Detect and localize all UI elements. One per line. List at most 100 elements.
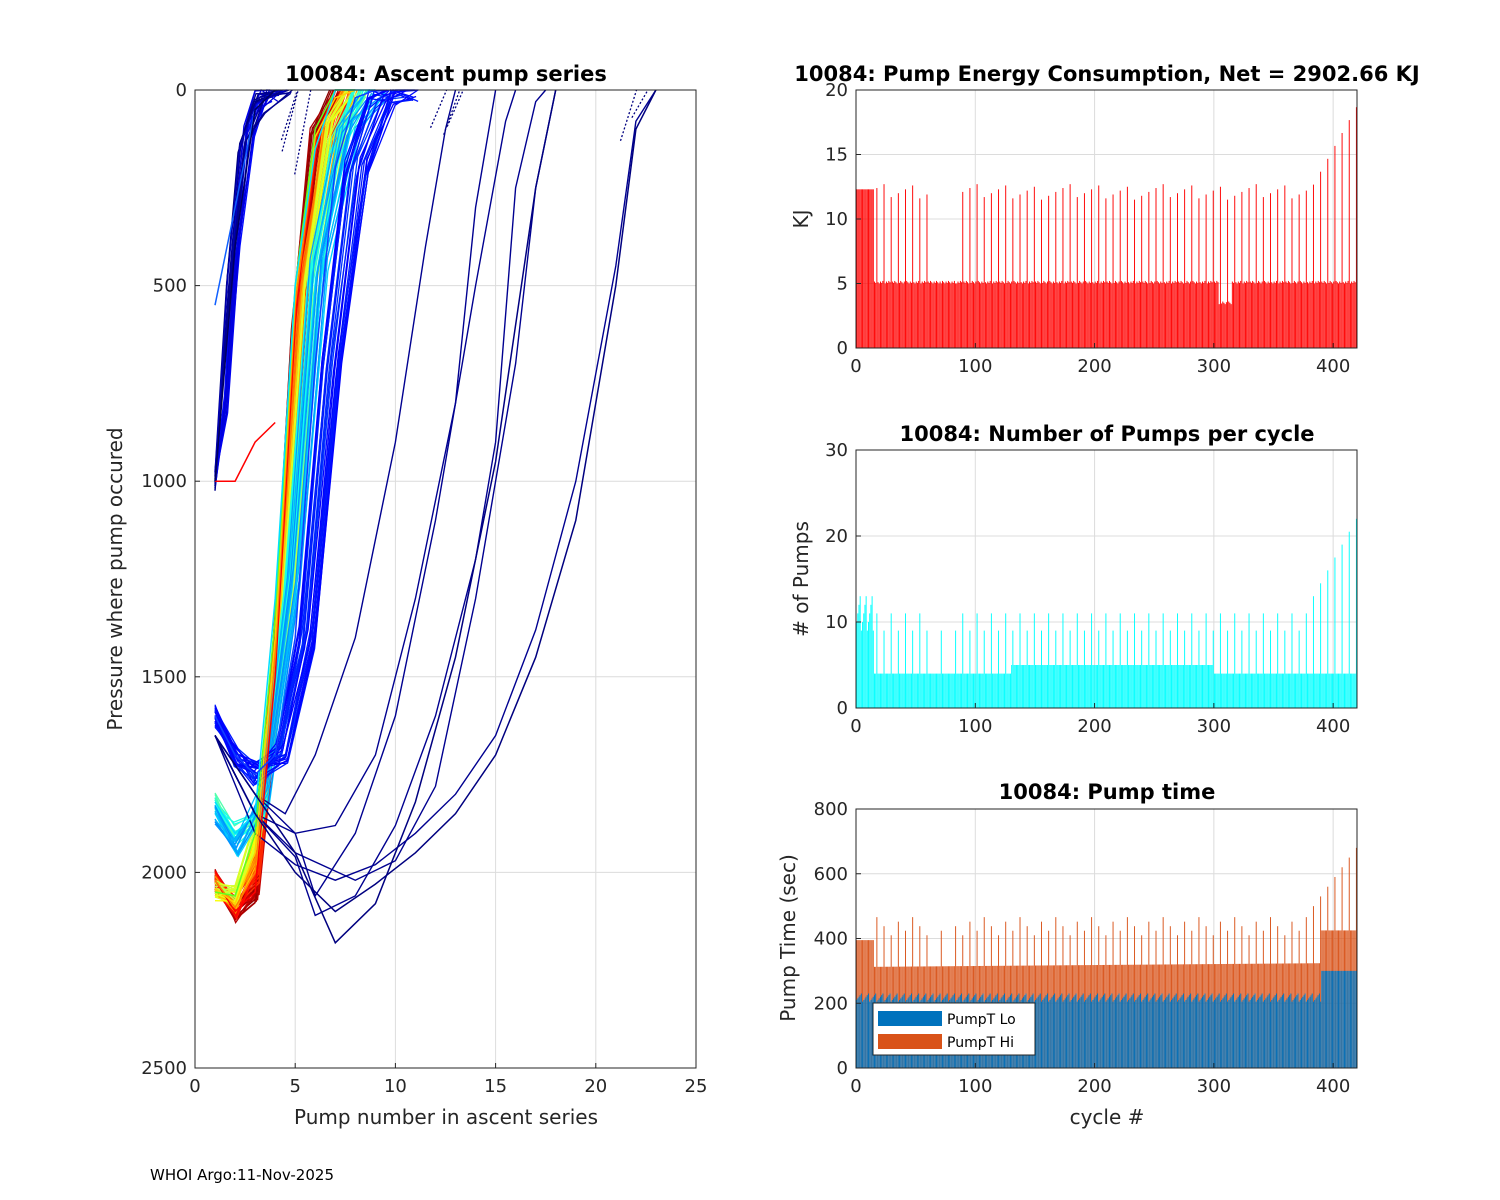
bar-pump-time-lo (1286, 998, 1288, 1068)
bar-energy (1030, 282, 1032, 348)
bar-pumps (933, 673, 935, 708)
bar-pump-time-lo (1317, 995, 1319, 1068)
bar-pumps (1066, 665, 1068, 708)
bar-energy (952, 282, 954, 348)
bar-energy (1118, 281, 1120, 348)
bar-pumps (1273, 673, 1275, 708)
bar-pump-time-lo (1043, 998, 1045, 1068)
bar-pumps (932, 673, 934, 708)
bar-pump-time-lo (868, 993, 869, 1068)
bar-pumps (912, 630, 914, 708)
bar-pumps (1130, 665, 1132, 708)
bar-pump-time-lo (1088, 995, 1090, 1068)
bar-pumps (1250, 673, 1252, 708)
bar-pumps (1240, 673, 1242, 708)
bar-pump-time-lo (1067, 995, 1069, 1068)
bar-energy (1194, 283, 1196, 348)
bar-pumps (1085, 665, 1087, 708)
bar-pumps (986, 673, 988, 708)
bar-pump-time-lo (1285, 1000, 1287, 1068)
bar-energy (940, 283, 942, 348)
bar-energy (918, 280, 920, 348)
bar-pump-time-lo (1178, 1000, 1180, 1068)
bar-energy (983, 197, 985, 348)
x-tick-label: 20 (584, 1076, 607, 1097)
bar-pumps (1123, 665, 1125, 708)
bar-energy (950, 283, 952, 348)
bar-pump-time-hi (876, 917, 878, 1068)
bar-pump-time-hi (1348, 857, 1350, 1068)
bar-pump-time-lo (1292, 1000, 1294, 1068)
bar-pumps (945, 673, 947, 708)
bar-pump-time-lo (1124, 995, 1126, 1068)
bar-energy (1051, 283, 1053, 348)
bar-pumps (872, 630, 874, 708)
bar-pump-time-lo (1223, 996, 1225, 1068)
y-tick-label: 2500 (141, 1058, 187, 1079)
bar-energy (1236, 283, 1238, 348)
bar-pumps (1285, 673, 1287, 708)
bar-energy (1004, 283, 1005, 348)
bar-pump-time-lo (1041, 1001, 1042, 1068)
bar-pump-time-lo (1249, 1000, 1251, 1068)
bar-pumps (1049, 665, 1051, 708)
bar-energy (1311, 280, 1313, 348)
bar-energy (1049, 280, 1051, 348)
bar-pumps (1341, 544, 1343, 708)
bar-pumps (1109, 665, 1110, 708)
bar-pump-time-hi (1055, 917, 1057, 1068)
bar-pump-time-lo (1166, 996, 1168, 1068)
bar-energy (857, 189, 859, 348)
bar-pumps (1157, 665, 1159, 708)
bar-energy (988, 282, 990, 348)
bar-energy (1079, 280, 1081, 348)
bar-energy (1172, 281, 1174, 348)
bar-pump-time-lo (1298, 1001, 1300, 1068)
bar-pump-time-lo (1107, 998, 1109, 1068)
bar-energy (1187, 282, 1189, 348)
bar-energy (1299, 280, 1301, 348)
bar-energy (1165, 283, 1167, 348)
bar-pump-time-lo (1304, 993, 1306, 1068)
bar-pumps (1256, 673, 1258, 708)
bar-energy (1213, 281, 1215, 348)
bar-energy (1041, 199, 1042, 348)
bar-pumps (1097, 665, 1099, 708)
bar-pumps (913, 673, 915, 708)
pumps-axes-box (855, 449, 1358, 709)
bar-pumps (922, 673, 924, 708)
bar-pumps (975, 673, 977, 708)
bar-energy (927, 281, 929, 348)
bar-energy (1233, 282, 1235, 348)
bar-energy (1125, 282, 1127, 348)
ascent-series-line (214, 89, 283, 473)
bar-energy (1093, 283, 1095, 348)
bar-pump-time-lo (1163, 1000, 1165, 1068)
bar-energy (1199, 282, 1201, 348)
bar-pumps (890, 613, 892, 708)
bar-pumps (1326, 673, 1328, 708)
bar-energy (1322, 282, 1324, 348)
y-tick-label: 2000 (141, 862, 187, 883)
bar-pump-time-lo (1239, 995, 1240, 1068)
bar-pump-time-hi (1112, 921, 1114, 1068)
bar-pump-time-hi (1005, 921, 1007, 1068)
bar-pump-time-lo (1101, 996, 1103, 1068)
bar-pump-time-lo (1129, 998, 1131, 1068)
bar-pumps (1082, 665, 1084, 708)
bar-pumps (1064, 665, 1066, 708)
bar-pump-time-lo (1141, 1001, 1143, 1068)
pumps-axes: 0 100 200 300 400 0 10 20 30 10084: Number of Pu… (789, 422, 1358, 737)
bar-pumps (971, 673, 973, 708)
bar-pump-time-lo (1122, 998, 1124, 1068)
bar-pump-time-lo (1310, 995, 1312, 1068)
bar-pumps (1347, 673, 1349, 708)
bar-pumps (1316, 673, 1318, 708)
bar-energy (1185, 282, 1187, 348)
bar-pumps (1281, 673, 1283, 708)
bar-pumps (1212, 630, 1214, 708)
bar-pump-time-lo (1312, 1001, 1314, 1068)
bar-energy (964, 282, 966, 348)
bar-pumps (859, 596, 861, 708)
bar-pumps (1310, 673, 1312, 708)
